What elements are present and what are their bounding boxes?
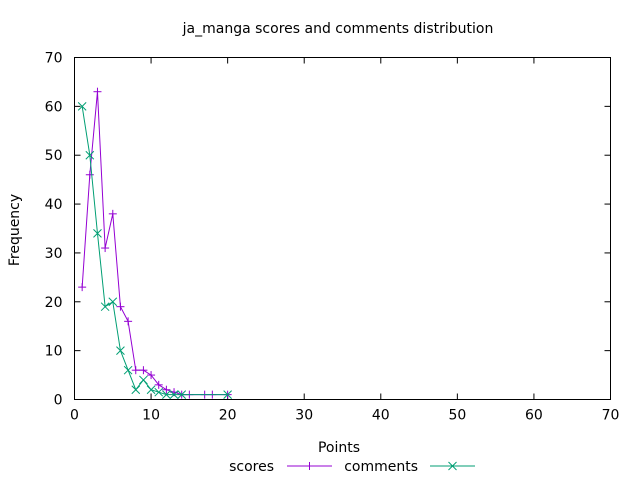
y-tick-label: 20 [45, 295, 63, 311]
x-tick-label: 70 [602, 408, 620, 424]
data-point-comments-stroke [223, 390, 232, 399]
data-point-comments-stroke [108, 297, 118, 307]
data-point-comments [169, 390, 179, 399]
data-point-comments [123, 365, 133, 375]
series-line-comments [81, 106, 228, 396]
y-tick-label: 60 [45, 99, 63, 115]
legend-marker-comments-stroke [448, 461, 457, 471]
data-point-comments [154, 387, 164, 397]
data-point-scores [162, 385, 171, 394]
data-point-comments-stroke [154, 387, 164, 397]
data-point-comments-stroke [100, 302, 110, 312]
y-axis-label: Frequency [7, 194, 23, 266]
data-point-comments-stroke [77, 102, 87, 111]
data-point-scores [85, 170, 94, 179]
legend-marker-scores [305, 462, 314, 470]
y-tick-label: 70 [45, 51, 63, 67]
data-point-comments-stroke [116, 346, 125, 355]
data-point-comments-stroke [85, 150, 95, 160]
series-line-scores [81, 91, 228, 396]
data-point-comments [162, 390, 171, 399]
legend-marker-comments [448, 461, 457, 471]
x-tick-label: 50 [448, 408, 466, 424]
x-tick-label: 60 [525, 408, 543, 424]
x-tick-label: 0 [70, 408, 79, 424]
plot-frame [74, 57, 611, 400]
data-point-comments [139, 375, 148, 385]
data-point-scores [131, 366, 140, 375]
x-tick-label: 20 [219, 408, 237, 424]
data-point-comments [85, 150, 95, 160]
x-tick-label: 10 [142, 408, 160, 424]
data-point-comments [93, 229, 102, 238]
data-point-scores [101, 244, 110, 253]
legend: scores comments [229, 459, 475, 475]
legend-label-comments: comments [344, 459, 418, 475]
data-point-comments-stroke [93, 229, 102, 238]
data-point-comments-stroke [162, 390, 171, 399]
data-point-comments [177, 390, 187, 399]
data-point-scores [139, 366, 148, 375]
data-point-scores [108, 209, 117, 218]
x-tick-label: 30 [295, 408, 313, 424]
data-point-comments [77, 102, 87, 111]
tick-layer: 0 10 20 30 40 50 60 70 0 10 20 30 40 50 60 70 [45, 51, 620, 424]
data-point-comments [108, 297, 118, 307]
data-point-comments-stroke [177, 390, 187, 399]
data-point-comments [100, 302, 110, 312]
y-tick-label: 50 [45, 148, 63, 164]
data-point-scores [78, 283, 87, 292]
data-point-scores [154, 380, 163, 389]
data-point-comments-stroke [146, 385, 156, 395]
data-point-scores [116, 302, 125, 311]
series-layer [77, 87, 232, 399]
x-axis-label: Points [318, 440, 360, 456]
data-point-comments [146, 385, 156, 395]
data-point-scores [147, 371, 156, 380]
y-tick-label: 10 [45, 344, 63, 360]
y-tick-label: 30 [45, 246, 63, 262]
data-point-comments [223, 390, 232, 399]
data-point-comments [116, 346, 125, 355]
chart-title: ja_manga scores and comments distributio… [182, 21, 494, 37]
y-tick-label: 0 [54, 393, 63, 409]
data-point-comments-stroke [169, 390, 179, 399]
data-point-scores [124, 317, 133, 326]
y-tick-label: 40 [45, 197, 63, 213]
data-point-scores [93, 87, 102, 96]
x-tick-label: 40 [372, 408, 390, 424]
data-point-comments-stroke [131, 385, 141, 395]
data-point-comments-stroke [123, 365, 133, 375]
data-point-comments [131, 385, 141, 395]
legend-label-scores: scores [229, 459, 274, 475]
data-point-comments-stroke [139, 375, 148, 385]
